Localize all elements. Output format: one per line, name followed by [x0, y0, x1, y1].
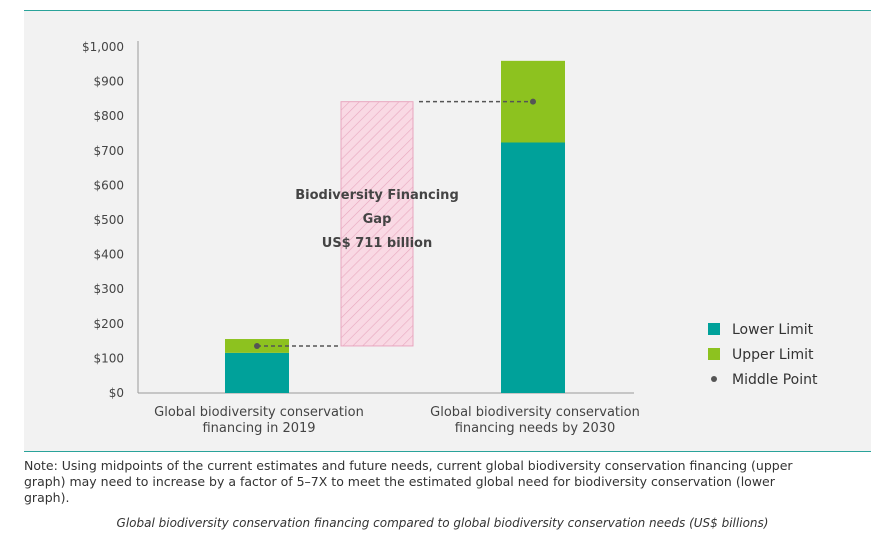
- y-tick-label: $900: [93, 75, 124, 89]
- y-tick-label: $500: [93, 213, 124, 227]
- gap-label: US$ 711 billion: [322, 236, 432, 251]
- chart-panel: $0 $100 $200 $300 $400 $500 $600 $700 $800 $900 $1…: [24, 10, 871, 452]
- gap-label: Gap: [363, 212, 392, 227]
- chart-caption: Global biodiversity conservation financi…: [116, 516, 769, 530]
- legend-swatch: [708, 323, 720, 335]
- gap-rect: [340, 101, 414, 347]
- y-tick-label: $200: [93, 317, 124, 331]
- chart: $0 $100 $200 $300 $400 $500 $600 $700 $800 $900 $1…: [82, 40, 818, 436]
- legend-swatch: [708, 348, 720, 360]
- x-tick-label: financing needs by 2030: [455, 421, 616, 436]
- gap-label: Biodiversity Financing: [295, 188, 459, 203]
- y-tick-label: $300: [93, 282, 124, 296]
- y-tick-label: $600: [93, 178, 124, 192]
- bars: [225, 60, 565, 393]
- y-tick-label: $0: [109, 386, 124, 400]
- x-tick-label: Global biodiversity conservation: [154, 405, 364, 420]
- x-tick-label: Global biodiversity conservation: [430, 405, 640, 420]
- bar-lower-limit: [225, 352, 289, 393]
- middle-point: [254, 342, 260, 349]
- legend: Lower Limit Upper Limit Middle Point: [708, 322, 818, 388]
- y-tick-label: $1,000: [82, 40, 124, 54]
- legend-label: Upper Limit: [732, 347, 814, 363]
- x-tick-label: financing in 2019: [202, 421, 315, 436]
- connectors: [254, 98, 536, 349]
- y-tick-label: $400: [93, 248, 124, 262]
- y-tick-label: $700: [93, 144, 124, 158]
- middle-point: [530, 98, 536, 105]
- legend-swatch: [711, 376, 717, 382]
- y-ticks: $0 $100 $200 $300 $400 $500 $600 $700 $800 $900 $1…: [82, 40, 124, 400]
- legend-label: Lower Limit: [732, 322, 814, 338]
- legend-label: Middle Point: [732, 372, 818, 388]
- y-tick-label: $100: [93, 351, 124, 365]
- y-tick-label: $800: [93, 109, 124, 123]
- x-tick-labels: Global biodiversity conservationfinancin…: [154, 405, 640, 436]
- gap-region: Biodiversity Financing Gap US$ 711 billion: [295, 101, 459, 347]
- bar-lower-limit: [501, 142, 565, 393]
- chart-note: Note: Using midpoints of the current est…: [24, 458, 793, 505]
